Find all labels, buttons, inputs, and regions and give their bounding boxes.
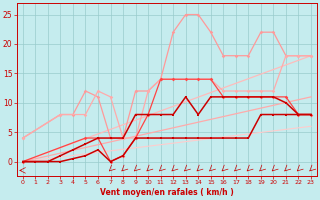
- X-axis label: Vent moyen/en rafales ( km/h ): Vent moyen/en rafales ( km/h ): [100, 188, 234, 197]
